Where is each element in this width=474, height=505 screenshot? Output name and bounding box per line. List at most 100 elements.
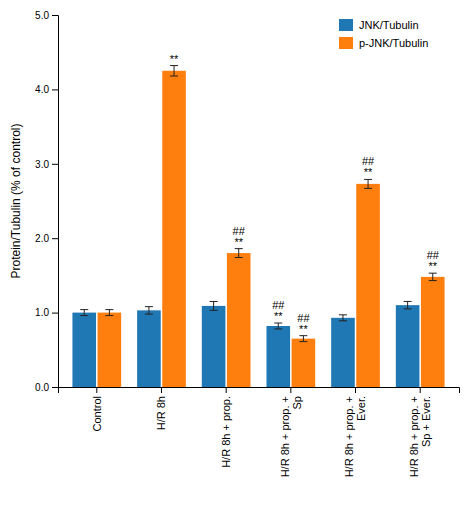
- bar: [98, 313, 122, 387]
- y-tick-mark: [52, 238, 58, 239]
- bar: [72, 313, 96, 387]
- error-bar: [170, 66, 178, 76]
- error-bar-cap: [105, 315, 113, 316]
- y-tick-label: 0.0: [35, 382, 49, 393]
- y-axis-line: [52, 16, 59, 388]
- legend: JNK/Tubulin p-JNK/Tubulin: [339, 19, 428, 49]
- error-bar: [339, 315, 347, 321]
- chart: 0.0 1.0 2.0 3.0 4.0 5.0 Control H/R 8h H/R 8h + …: [0, 0, 474, 505]
- error-bar: [235, 249, 243, 258]
- error-bar: [429, 273, 437, 280]
- y-axis-title: Protein/Tubulin (% of control): [9, 124, 23, 279]
- error-bar-cap: [274, 328, 282, 329]
- error-bar-stem: [432, 273, 433, 280]
- error-bar-cap: [80, 309, 88, 310]
- error-bar: [299, 336, 307, 342]
- error-bar: [274, 323, 282, 329]
- x-tick-label-line: H/R 8h: [155, 396, 167, 430]
- error-bar-cap: [170, 65, 178, 66]
- x-tick-label: H/R 8h + prop.: [220, 396, 232, 468]
- y-tick-mark: [52, 164, 58, 165]
- x-axis: Control H/R 8h H/R 8h + prop. H/R 8h + prop…: [59, 387, 460, 477]
- error-bar: [80, 310, 88, 316]
- error-bar-stem: [342, 315, 343, 321]
- x-tick-label-line: H/R 8h + prop. +: [408, 396, 420, 477]
- x-tick-label-line: H/R 8h + prop. +: [279, 396, 291, 477]
- error-bar-cap: [339, 314, 347, 315]
- annotation: **: [274, 310, 283, 322]
- error-bar-stem: [174, 66, 175, 76]
- y-tick-label: 1.0: [35, 307, 49, 318]
- y-tick: 4.0: [35, 84, 58, 95]
- annotation: **: [234, 236, 243, 248]
- y-tick: 3.0: [35, 159, 58, 170]
- error-bar-stem: [368, 179, 369, 188]
- error-bar-cap: [210, 301, 218, 302]
- y-tick-label: 2.0: [35, 233, 49, 244]
- error-bar-stem: [238, 249, 239, 258]
- error-bar-stem: [407, 301, 408, 308]
- error-bar-cap: [429, 273, 437, 274]
- y-tick-mark: [52, 15, 58, 16]
- bar: [331, 318, 355, 387]
- y-tick: 0.0: [35, 382, 58, 393]
- error-bar-cap: [274, 323, 282, 324]
- bar: [356, 184, 380, 387]
- error-bar-cap: [339, 320, 347, 321]
- error-bar: [210, 301, 218, 310]
- error-bar-cap: [170, 76, 178, 77]
- error-bar: [145, 307, 153, 314]
- y-tick: 5.0: [35, 10, 58, 21]
- error-bar: [364, 179, 372, 188]
- error-bar-stem: [213, 301, 214, 310]
- x-tick-label: H/R 8h: [155, 396, 167, 430]
- error-bar-cap: [105, 309, 113, 310]
- x-tick: H/R 8h + prop.: [220, 387, 232, 468]
- x-tick-mark: [355, 387, 356, 393]
- plot: 0.0 1.0 2.0 3.0 4.0 5.0 Control H/R 8h H/R 8h + …: [35, 10, 459, 478]
- y-tick-label: 3.0: [35, 159, 49, 170]
- error-bar-cap: [235, 257, 243, 258]
- bar: [396, 305, 420, 387]
- y-tick-mark: [52, 313, 58, 314]
- y-tick-label: 4.0: [35, 84, 49, 95]
- error-bar-cap: [429, 280, 437, 281]
- legend-label: JNK/Tubulin: [359, 19, 419, 31]
- error-bar-cap: [145, 306, 153, 307]
- error-bar: [404, 301, 412, 308]
- bar: [227, 253, 251, 387]
- legend-item: p-JNK/Tubulin: [339, 37, 428, 49]
- x-tick-mark: [96, 387, 97, 393]
- error-bar-cap: [364, 188, 372, 189]
- y-tick-label: 5.0: [35, 10, 49, 21]
- error-bar-cap: [299, 341, 307, 342]
- x-tick-label: H/R 8h + prop. +Ever.: [343, 396, 367, 477]
- legend-swatch: [339, 19, 353, 31]
- x-tick-label: H/R 8h + prop. +Sp + Ever.: [408, 396, 432, 477]
- series: [98, 66, 445, 387]
- annotation: **: [170, 53, 179, 65]
- bar: [202, 306, 226, 387]
- x-tick-mark: [290, 387, 291, 393]
- bar: [292, 339, 316, 387]
- x-tick: H/R 8h + prop. +Ever.: [343, 387, 367, 477]
- error-bar-stem: [148, 307, 149, 314]
- error-bar-cap: [210, 310, 218, 311]
- x-tick-label-line: Sp + Ever.: [420, 396, 432, 447]
- x-tick: H/R 8h + prop. +Sp + Ever.: [408, 387, 432, 477]
- error-bar-stem: [84, 310, 85, 316]
- error-bar-cap: [404, 308, 412, 309]
- error-bar-cap: [235, 248, 243, 249]
- bar: [266, 326, 290, 387]
- bar: [162, 71, 186, 387]
- x-tick-label-line: H/R 8h + prop.: [220, 396, 232, 468]
- error-bar: [105, 310, 113, 316]
- x-tick-label: H/R 8h + prop. +Sp: [279, 396, 303, 477]
- x-tick-label-line: Sp: [291, 396, 303, 409]
- x-tick-label: Control: [91, 396, 103, 431]
- error-bar-stem: [303, 336, 304, 342]
- legend-swatch: [339, 37, 353, 49]
- y-tick: 2.0: [35, 233, 58, 244]
- legend-label: p-JNK/Tubulin: [359, 37, 428, 49]
- error-bar-cap: [80, 315, 88, 316]
